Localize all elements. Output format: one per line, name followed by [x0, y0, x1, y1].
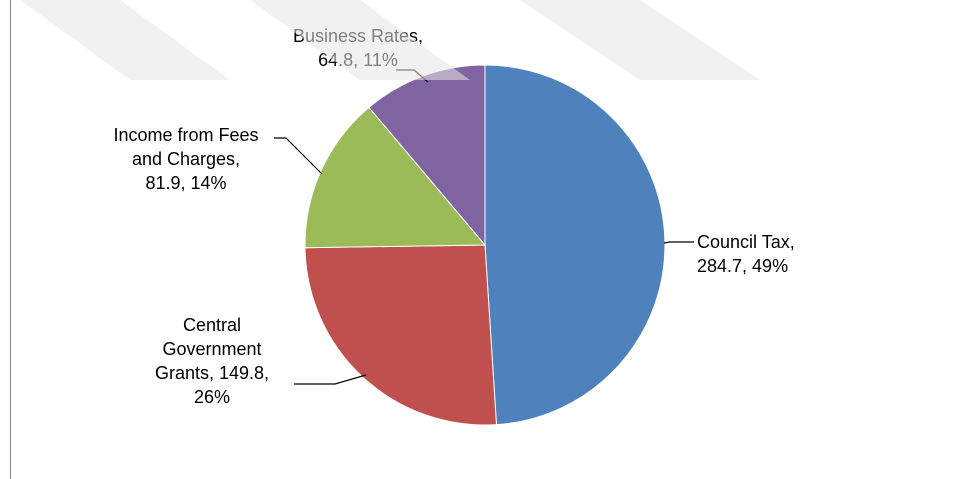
data-label-line: Central	[183, 315, 241, 335]
data-label-line: Government	[162, 339, 261, 359]
pie-slices	[304, 64, 666, 426]
data-label-central-government-grants: Central Government Grants, 149.8, 26%	[155, 315, 269, 407]
data-label-line: and Charges,	[132, 149, 240, 169]
data-label-line: Income from Fees	[113, 125, 258, 145]
data-label-line: Grants, 149.8,	[155, 363, 269, 383]
leader-line-central-government-grants	[294, 374, 367, 385]
data-label-line: 284.7, 49%	[697, 256, 788, 276]
chart-frame	[10, 0, 955, 479]
pie-slice-central-government-grants	[304, 244, 498, 426]
data-label-line: Business Rates,	[293, 26, 423, 46]
leader-line-council-tax	[663, 241, 694, 244]
pie-slice-income-from-fees-and-charges	[304, 106, 487, 249]
data-label-line: 26%	[194, 387, 230, 407]
data-label-income-from-fees-and-charges: Income from Fees and Charges, 81.9, 14%	[113, 125, 258, 193]
data-label-line: 81.9, 14%	[145, 173, 226, 193]
pie-slice-council-tax	[484, 64, 666, 426]
data-label-business-rates: Business Rates, 64.8, 11%	[293, 26, 423, 70]
data-label-line: Council Tax,	[697, 232, 795, 252]
data-label-council-tax: Council Tax, 284.7, 49%	[697, 232, 795, 276]
leader-line-income-from-fees-and-charges	[274, 137, 323, 175]
data-label-line: 64.8, 11%	[318, 50, 398, 70]
